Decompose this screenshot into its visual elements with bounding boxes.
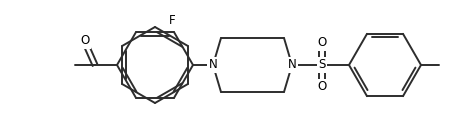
Text: F: F xyxy=(169,14,175,27)
Text: N: N xyxy=(209,58,217,71)
Text: N: N xyxy=(288,58,297,71)
Text: O: O xyxy=(317,36,327,50)
Text: O: O xyxy=(80,34,90,48)
Text: S: S xyxy=(318,58,326,71)
Text: O: O xyxy=(317,80,327,94)
